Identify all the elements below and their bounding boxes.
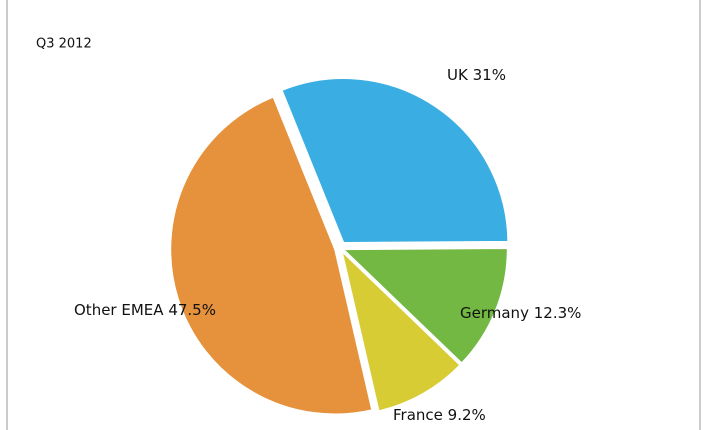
pie-slice [340, 246, 509, 365]
slice-value: 9.2% [448, 406, 486, 424]
slice-value: 31% [473, 66, 506, 84]
slice-value: 12.3% [534, 304, 582, 322]
slice-label: Germany 12.3% [460, 304, 581, 322]
slice-category: Other EMEA [74, 301, 164, 319]
slice-label: France 9.2% [393, 406, 486, 424]
pie-slice [280, 77, 510, 245]
chart-title: Q3 2012 [36, 37, 92, 52]
slice-category: France [393, 406, 443, 424]
pie-slice [339, 247, 462, 413]
slice-label: UK 31% [447, 66, 506, 84]
slice-value: 47.5% [168, 301, 216, 319]
slice-category: Germany [460, 304, 529, 322]
pie-slice [169, 95, 374, 416]
slice-category: UK [447, 66, 469, 84]
slice-label: Other EMEA 47.5% [74, 301, 216, 319]
